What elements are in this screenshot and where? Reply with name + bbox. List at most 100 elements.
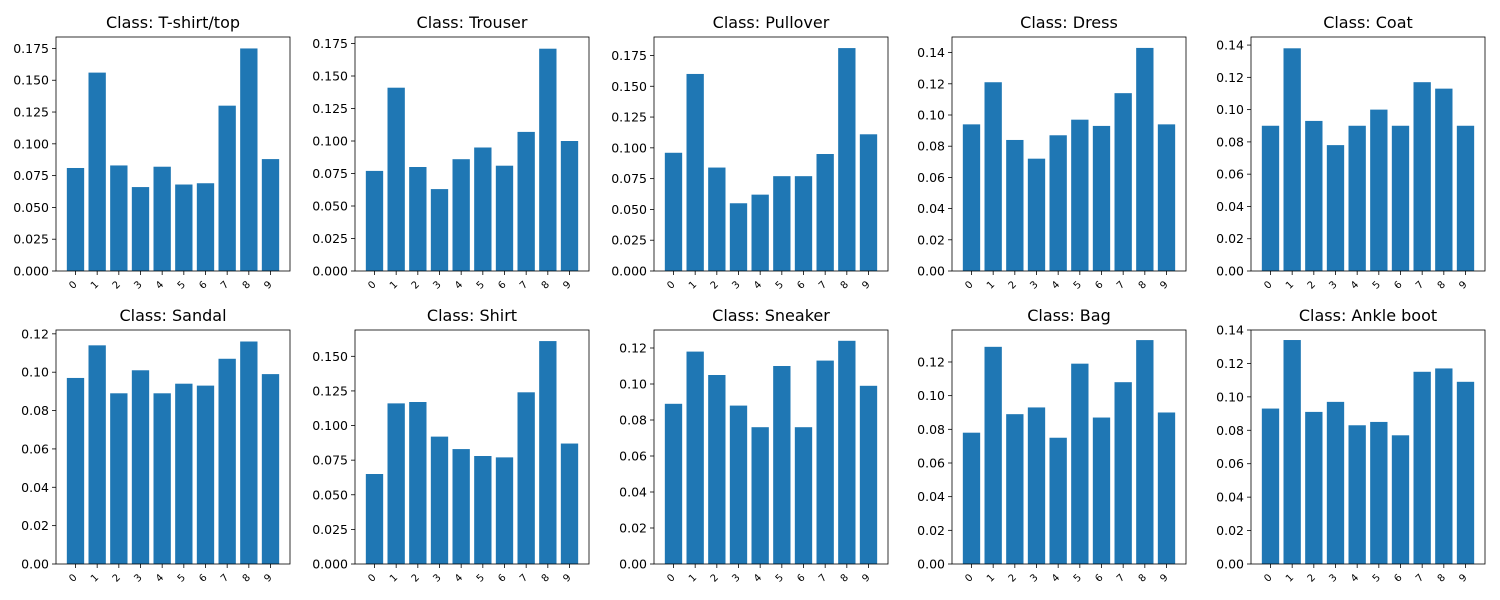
y-tick-label: 0.075 (312, 166, 348, 181)
bar-4 (1348, 125, 1366, 271)
bar-6 (495, 457, 514, 564)
subplot-title: Class: Coat (1323, 13, 1413, 32)
bar-0 (365, 474, 384, 564)
y-tick-label: 0.10 (1216, 389, 1244, 404)
bar-1 (984, 82, 1002, 272)
bar-3 (1326, 145, 1345, 271)
bar-9 (1157, 124, 1176, 271)
subplot-4: Class: Coat 0.00 0.02 0.04 0.06 0.08 0.10 0.12 0… (1216, 13, 1486, 292)
bar-7 (816, 154, 834, 271)
subplot-title: Class: Shirt (427, 306, 517, 325)
y-tick-label: 0.10 (917, 108, 945, 123)
bar-7 (1114, 382, 1132, 564)
bar-2 (409, 402, 427, 564)
y-tick-label: 0.02 (21, 518, 49, 533)
bar-7 (816, 360, 834, 564)
y-tick-label: 0.06 (917, 455, 945, 470)
bar-3 (1326, 401, 1345, 564)
bar-2 (708, 375, 726, 564)
y-tick-label: 0.12 (917, 354, 945, 369)
y-tick-label: 0.12 (619, 341, 647, 356)
y-tick-label: 0.125 (312, 383, 348, 398)
bar-3 (1027, 407, 1046, 564)
bar-6 (1391, 125, 1410, 271)
bar-0 (66, 167, 85, 271)
bar-5 (773, 176, 791, 271)
y-tick-label: 0.02 (1216, 523, 1244, 538)
y-tick-label: 0.14 (1216, 323, 1244, 338)
bar-2 (1305, 411, 1323, 564)
y-tick-label: 0.000 (13, 264, 49, 279)
y-tick-label: 0.06 (21, 441, 49, 456)
y-tick-label: 0.06 (619, 449, 647, 464)
y-tick-label: 0.025 (312, 522, 348, 537)
bar-9 (261, 159, 280, 271)
bar-1 (387, 403, 405, 564)
bar-9 (560, 443, 579, 564)
subplot-title: Class: Ankle boot (1299, 306, 1437, 325)
subplot-title: Class: Dress (1020, 13, 1118, 32)
bar-9 (1157, 412, 1176, 564)
bar-1 (1283, 48, 1301, 271)
bar-6 (495, 165, 514, 271)
axes-frame (354, 329, 590, 565)
bar-5 (175, 184, 193, 271)
y-tick-label: 0.08 (1216, 134, 1244, 149)
y-tick-label: 0.00 (21, 557, 49, 572)
y-tick-label: 0.14 (917, 45, 945, 60)
bar-5 (1071, 119, 1089, 272)
bar-3 (1027, 158, 1046, 271)
subplot-2: Class: Pullover 0.000 0.025 0.050 0.075 0.100… (611, 13, 889, 292)
bar-5 (1370, 421, 1388, 564)
bar-7 (1413, 82, 1431, 271)
axes-frame (55, 36, 291, 272)
bar-8 (838, 340, 856, 564)
y-tick-label: 0.175 (13, 41, 49, 56)
bar-8 (539, 341, 557, 564)
y-tick-label: 0.075 (611, 171, 647, 186)
bar-9 (1456, 381, 1475, 564)
axes-frame (653, 329, 889, 565)
y-tick-label: 0.050 (312, 487, 348, 502)
bar-7 (517, 392, 535, 564)
y-tick-label: 0.12 (917, 76, 945, 91)
y-tick-label: 0.125 (13, 105, 49, 120)
bar-7 (218, 358, 236, 564)
y-tick-label: 0.04 (1216, 490, 1244, 505)
bar-8 (1136, 47, 1154, 271)
bar-1 (686, 351, 704, 564)
y-tick-label: 0.10 (1216, 102, 1244, 117)
y-tick-label: 0.12 (21, 326, 49, 341)
axes-frame (653, 36, 889, 272)
bar-4 (1049, 135, 1067, 271)
bar-2 (708, 167, 726, 271)
axes-frame (1250, 36, 1486, 272)
subplot-title: Class: Sneaker (712, 306, 830, 325)
subplot-5: Class: Sandal 0.00 0.02 0.04 0.06 0.08 0.10 0.1… (21, 306, 291, 585)
y-tick-label: 0.12 (1216, 356, 1244, 371)
subplot-9: Class: Ankle boot 0.00 0.02 0.04 0.06 0.08 0.1… (1216, 306, 1486, 585)
y-tick-label: 0.025 (312, 231, 348, 246)
y-tick-label: 0.000 (611, 264, 647, 279)
bar-6 (1092, 417, 1111, 564)
y-tick-label: 0.150 (312, 349, 348, 364)
bar-0 (1261, 408, 1280, 564)
y-tick-label: 0.025 (13, 232, 49, 247)
y-tick-label: 0.100 (13, 136, 49, 151)
y-tick-label: 0.02 (1216, 231, 1244, 246)
y-tick-label: 0.00 (619, 557, 647, 572)
axes-frame (951, 329, 1187, 565)
subplot-title: Class: Bag (1027, 306, 1111, 325)
y-tick-label: 0.150 (13, 73, 49, 88)
bar-5 (1370, 109, 1388, 272)
axes-frame (951, 36, 1187, 272)
bar-8 (838, 48, 856, 271)
bar-7 (1114, 93, 1132, 271)
y-tick-label: 0.08 (917, 139, 945, 154)
bar-4 (452, 159, 470, 271)
subplot-title: Class: T-shirt/top (106, 13, 240, 32)
bar-4 (1348, 425, 1366, 564)
bar-3 (131, 187, 150, 271)
y-tick-label: 0.150 (611, 79, 647, 94)
